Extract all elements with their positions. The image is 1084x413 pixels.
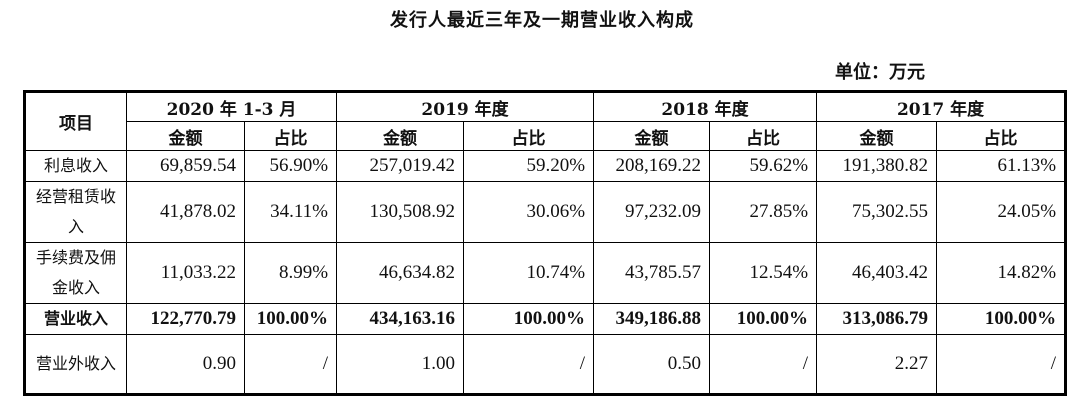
amount-cell: 208,169.22 (593, 150, 711, 182)
ratio-cell: 14.82% (936, 242, 1067, 304)
amount-cell: 257,019.42 (336, 150, 465, 182)
ratio-cell: 61.13% (936, 150, 1067, 182)
row-item-label: 营业收入 (24, 303, 127, 335)
amount-cell: 75,302.55 (816, 181, 938, 243)
amount-cell: 97,232.09 (593, 181, 711, 243)
amount-cell: 11,033.22 (126, 242, 245, 304)
ratio-cell: 59.62% (709, 150, 818, 182)
amount-cell: 41,878.02 (126, 181, 245, 243)
ratio-cell: 56.90% (243, 150, 338, 182)
unit-label: 单位：万元 (835, 62, 925, 83)
period-header: 2019 年度 (336, 91, 595, 122)
ratio-header: 占比 (936, 121, 1067, 151)
ratio-cell: / (709, 334, 818, 395)
amount-cell: 130,508.92 (336, 181, 465, 243)
amount-cell: 0.90 (126, 334, 245, 395)
ratio-header: 占比 (709, 121, 818, 151)
row-item-label: 利息收入 (24, 150, 127, 182)
table-row: 手续费及佣金收入 11,033.22 8.99% 46,634.82 10.74% 43,… (24, 242, 1067, 304)
amount-cell: 313,086.79 (816, 303, 938, 335)
row-item-label: 手续费及佣金收入 (24, 242, 127, 304)
amount-header: 金额 (336, 121, 465, 151)
ratio-cell: 100.00% (709, 303, 818, 335)
ratio-cell: 100.00% (936, 303, 1067, 335)
ratio-cell: 59.20% (463, 150, 595, 182)
table-row: 营业收入 122,770.79 100.00% 434,163.16 100.00% 34… (24, 303, 1067, 335)
amount-header: 金额 (126, 121, 245, 151)
ratio-cell: / (936, 334, 1067, 395)
amount-cell: 1.00 (336, 334, 465, 395)
amount-cell: 191,380.82 (816, 150, 938, 182)
amount-cell: 46,634.82 (336, 242, 465, 304)
ratio-cell: / (463, 334, 595, 395)
period-header: 2018 年度 (593, 91, 818, 122)
amount-header: 金额 (816, 121, 938, 151)
ratio-cell: 100.00% (243, 303, 338, 335)
period-header: 2020 年 1-3 月 (125, 91, 338, 122)
table-row: 利息收入 69,859.54 56.90% 257,019.42 59.20% 208,1… (24, 150, 1067, 182)
table-row: 营业外收入 0.90/1.00/0.50/2.27/ (24, 334, 1067, 395)
amount-cell: 0.50 (593, 334, 711, 395)
amount-header: 金额 (593, 121, 711, 151)
ratio-cell: 12.54% (709, 242, 818, 304)
ratio-cell: 100.00% (463, 303, 595, 335)
revenue-composition-table: 项目 2020 年 1-3 月 2019 年度 2018 年度 2017 年度 … (23, 90, 1068, 396)
row-item-label: 经营租赁收入 (24, 181, 127, 243)
ratio-header: 占比 (463, 121, 595, 151)
amount-cell: 46,403.42 (816, 242, 938, 304)
amount-cell: 2.27 (816, 334, 938, 395)
amount-cell: 122,770.79 (126, 303, 245, 335)
period-header: 2017 年度 (816, 91, 1067, 122)
ratio-cell: 34.11% (243, 181, 338, 243)
table-row: 经营租赁收入 41,878.02 34.11% 130,508.92 30.06% 97,… (24, 181, 1067, 243)
table-title: 发行人最近三年及一期营业收入构成 (390, 10, 694, 31)
amount-cell: 69,859.54 (126, 150, 245, 182)
ratio-cell: 24.05% (936, 181, 1067, 243)
amount-cell: 434,163.16 (336, 303, 465, 335)
ratio-cell: / (243, 334, 338, 395)
amount-cell: 43,785.57 (593, 242, 711, 304)
ratio-cell: 27.85% (709, 181, 818, 243)
item-header: 项目 (24, 91, 127, 151)
ratio-cell: 30.06% (463, 181, 595, 243)
ratio-cell: 8.99% (243, 242, 338, 304)
row-item-label: 营业外收入 (24, 334, 127, 395)
ratio-header: 占比 (243, 121, 338, 151)
ratio-cell: 10.74% (463, 242, 595, 304)
amount-cell: 349,186.88 (593, 303, 711, 335)
